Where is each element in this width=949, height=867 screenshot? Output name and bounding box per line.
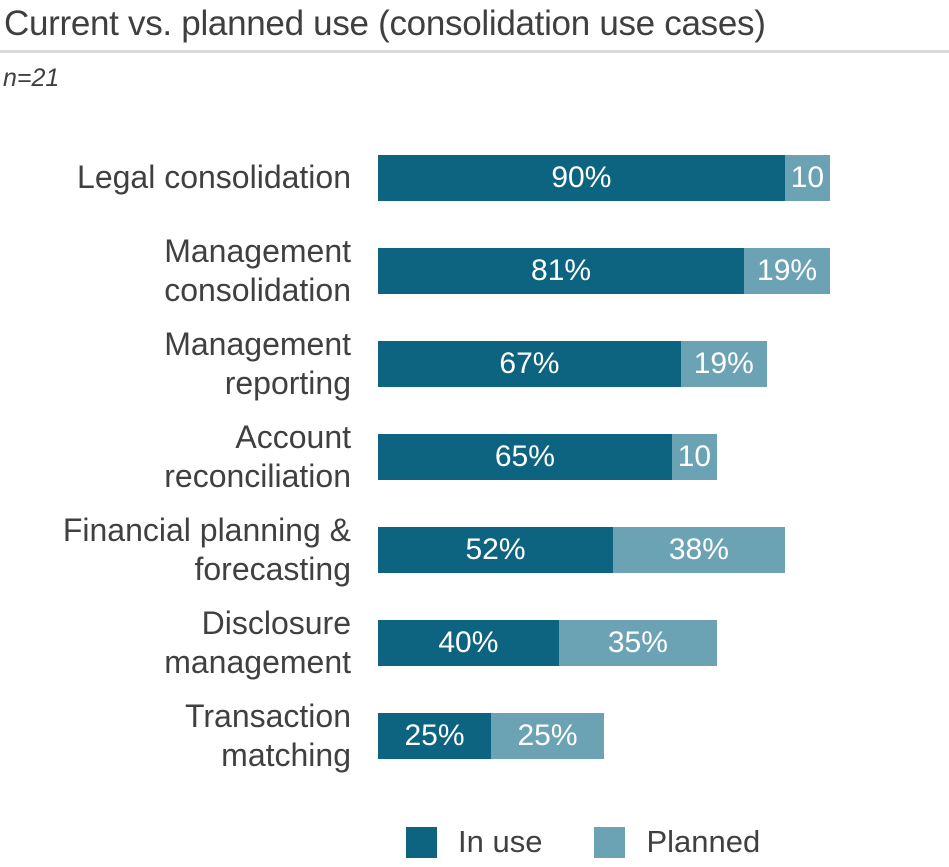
legend-swatch-in-use [406, 826, 437, 858]
bar-track: 40% 35% [378, 619, 717, 666]
category-label: Transaction matching [185, 698, 351, 773]
chart-row: Management consolidation 81% 19% [0, 224, 949, 317]
bar-value-label: 67% [499, 346, 560, 380]
bar-segment-in-use: 65% [378, 433, 672, 480]
bar-segment-in-use: 90% [378, 154, 785, 201]
bar-value-label: 19% [757, 253, 818, 287]
chart-row: Legal consolidation 90% 10 [0, 131, 949, 224]
bar-track: 25% 25% [378, 712, 604, 759]
category-label: Financial planning & forecasting [62, 512, 351, 587]
bar-track: 81% 19% [378, 247, 830, 294]
category-label: Disclosure management [164, 605, 351, 680]
chart-legend: In use Planned [406, 824, 760, 860]
bar-segment-planned: 19% [680, 340, 767, 387]
bar-track: 90% 10 [378, 154, 830, 201]
bar-segment-planned: 38% [613, 526, 785, 573]
bar-value-label: 10 [790, 160, 825, 194]
title-divider [0, 50, 949, 53]
bar-value-label: 40% [438, 625, 499, 659]
bar-segment-planned: 10 [784, 154, 830, 201]
chart-rows: Legal consolidation 90% 10 Management conso… [0, 131, 949, 782]
chart-row: Financial planning & forecasting 52% 38% [0, 503, 949, 596]
bar-value-label: 19% [693, 346, 754, 380]
bar-segment-in-use: 52% [378, 526, 614, 573]
category-label: Account reconciliation [164, 419, 351, 494]
bar-value-label: 81% [531, 253, 592, 287]
sample-size-note: n=21 [3, 64, 60, 92]
bar-segment-in-use: 81% [378, 247, 745, 294]
bar-value-label: 10 [677, 439, 712, 473]
category-label: Legal consolidation [77, 159, 351, 196]
bar-value-label: 65% [494, 439, 555, 473]
bar-track: 52% 38% [378, 526, 785, 573]
legend-label: In use [458, 824, 543, 859]
bar-value-label: 52% [465, 532, 526, 566]
bar-track: 67% 19% [378, 340, 767, 387]
legend-item: In use [406, 824, 542, 860]
legend-item: Planned [594, 824, 760, 860]
bar-value-label: 90% [551, 160, 612, 194]
bar-segment-planned: 25% [491, 712, 604, 759]
chart-row: Management reporting 67% 19% [0, 317, 949, 410]
bar-segment-planned: 10 [671, 433, 717, 480]
bar-value-label: 25% [404, 718, 465, 752]
category-label: Management reporting [164, 326, 351, 401]
category-label: Management consolidation [164, 233, 351, 308]
bar-segment-in-use: 40% [378, 619, 559, 666]
bar-segment-planned: 19% [744, 247, 830, 294]
bar-segment-planned: 35% [558, 619, 717, 666]
legend-swatch-planned [594, 826, 626, 858]
bar-segment-in-use: 67% [378, 340, 681, 387]
bar-track: 65% 10 [378, 433, 717, 480]
bar-segment-in-use: 25% [378, 712, 491, 759]
chart-row: Account reconciliation 65% 10 [0, 410, 949, 503]
bar-value-label: 25% [517, 718, 578, 752]
legend-label: Planned [646, 824, 761, 859]
chart-row: Transaction matching 25% 25% [0, 689, 949, 782]
chart-title: Current vs. planned use (consolidation u… [4, 4, 766, 43]
bar-value-label: 38% [668, 532, 729, 566]
bar-value-label: 35% [607, 625, 668, 659]
chart-row: Disclosure management 40% 35% [0, 596, 949, 689]
